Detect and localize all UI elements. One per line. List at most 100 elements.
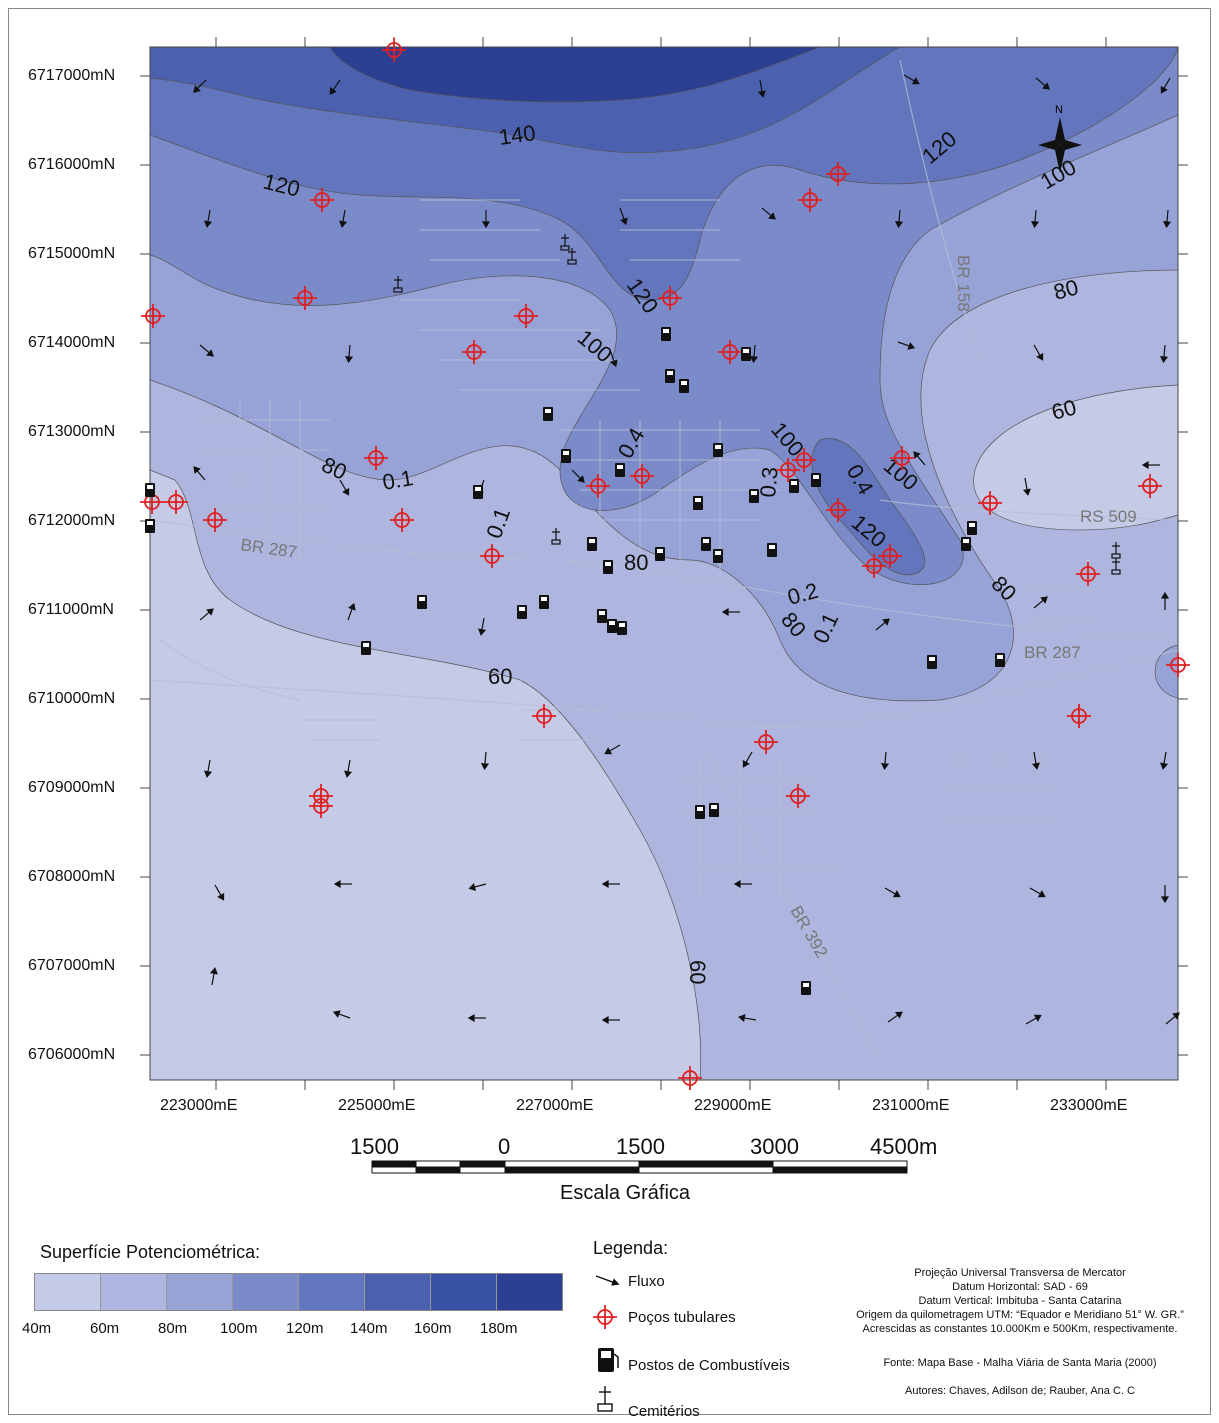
scale-number: 1500: [350, 1134, 399, 1159]
scale-number: 4500m: [870, 1134, 938, 1159]
contour-label: 0.1: [381, 465, 415, 495]
ramp-tick: 100m: [220, 1320, 258, 1337]
flow-arrow-icon: [339, 479, 350, 496]
potentiometric-color-ramp: [34, 1273, 563, 1311]
well-icon: [718, 340, 742, 364]
contour-label: 0.3: [755, 466, 783, 499]
cemetery-icon: [393, 276, 403, 293]
well-icon: [164, 490, 188, 514]
page-frame: [8, 8, 1211, 1415]
legend-title: Legenda:: [593, 1238, 669, 1258]
fuel-station-icon: [741, 347, 751, 361]
well-icon: [792, 448, 816, 472]
scale-number: 1500: [616, 1134, 665, 1159]
flow-arrow-icon: [467, 1013, 486, 1023]
flow-arrow-icon: [1033, 344, 1044, 361]
flow-arrow-icon: [204, 209, 213, 228]
ramp-swatch: [233, 1274, 299, 1310]
well-icon: [890, 446, 914, 470]
fuel-station-icon: [617, 621, 627, 635]
potentiometric-legend-title: Superfície Potenciométrica:: [40, 1242, 261, 1262]
fuel-station-icon: [995, 653, 1005, 667]
flow-arrow-icon: [333, 879, 352, 889]
flow-arrow-icon: [478, 617, 487, 636]
well-icon: [310, 188, 334, 212]
well-icon: [826, 162, 850, 186]
flow-arrow-icon: [344, 344, 354, 364]
flow-arrow-icon: [1159, 344, 1169, 364]
wells: [140, 38, 1190, 1090]
flow-arrow-icon: [481, 210, 491, 229]
y-axis-label: 6714000mN: [28, 334, 116, 351]
flow-arrow-icon: [1025, 1014, 1042, 1025]
flow-arrow-icon: [468, 883, 487, 891]
flow-arrow-icon: [1035, 77, 1050, 90]
ramp-tick: 160m: [414, 1320, 452, 1337]
fuel-station-icon: [811, 473, 821, 487]
well-icon: [532, 704, 556, 728]
info-line: Acrescidas as constantes 10.000Km e 500K…: [862, 1323, 1178, 1335]
fuel-station-icon: [927, 655, 937, 669]
flow-arrow-icon: [193, 466, 206, 481]
well-icon: [862, 554, 886, 578]
flow-arrow-icon: [347, 602, 356, 621]
flow-arrow-icon: [1029, 887, 1046, 898]
fuel-station-icon: [597, 609, 607, 623]
fuel-station-icon: [543, 407, 553, 421]
legend-fuel-icon: [598, 1348, 619, 1372]
flow-arrow-icon: [880, 751, 890, 771]
fuel-station-icon: [603, 560, 613, 574]
x-axis-label: 229000mE: [694, 1097, 772, 1114]
flow-arrow-icon: [903, 74, 920, 85]
well-icon: [586, 474, 610, 498]
x-axis-label: 223000mE: [160, 1097, 238, 1114]
ramp-tick: 80m: [158, 1320, 188, 1337]
scale-number: 3000: [750, 1134, 799, 1159]
y-axis-label: 6715000mN: [28, 245, 116, 262]
info-projection: Projeção Universal Transversa de Mercato…: [830, 1266, 1210, 1336]
cemeteries: [393, 234, 1121, 575]
flow-arrows: [193, 74, 1180, 1025]
well-icon: [658, 286, 682, 310]
fuel-stations: [145, 327, 1005, 995]
well-icon: [480, 544, 504, 568]
contour-surface: [150, 47, 1178, 1080]
flow-arrow-icon: [738, 1014, 757, 1023]
ramp-swatch: [497, 1274, 562, 1310]
fuel-station-icon: [607, 619, 617, 633]
fuel-station-icon: [749, 489, 759, 503]
legend-cemetery-label: Cemitérios: [628, 1403, 700, 1420]
legend-flow-icon: [595, 1275, 620, 1286]
fuel-station-icon: [517, 605, 527, 619]
well-icon: [630, 464, 654, 488]
ramp-swatch: [35, 1274, 101, 1310]
y-axis-label: 6706000mN: [28, 1046, 116, 1063]
fuel-station-icon: [361, 641, 371, 655]
y-axis-label: 6707000mN: [28, 957, 116, 974]
info-line: Datum Horizontal: SAD - 69: [952, 1281, 1088, 1293]
fuel-station-icon: [713, 549, 723, 563]
road-label-br287-east: BR 287: [1024, 643, 1081, 662]
flow-arrow-icon: [894, 209, 904, 229]
well-icon: [462, 340, 486, 364]
flow-arrow-icon: [199, 344, 214, 357]
fuel-station-icon: [789, 479, 799, 493]
info-line: Origem da quilometragem UTM: “Equador e …: [856, 1309, 1184, 1321]
scale-number: 0: [498, 1134, 511, 1159]
fuel-station-icon: [145, 519, 155, 533]
flow-arrow-icon: [571, 469, 585, 483]
info-line: Projeção Universal Transversa de Mercato…: [914, 1267, 1126, 1279]
flow-arrow-icon: [733, 879, 752, 889]
flow-arrow-icon: [1160, 751, 1169, 770]
ramp-tick: 120m: [286, 1320, 324, 1337]
ramp-tick: 40m: [22, 1320, 52, 1337]
y-axis-label: 6717000mN: [28, 67, 116, 84]
flow-arrow-icon: [1030, 209, 1040, 229]
x-axis-label: 225000mE: [338, 1097, 416, 1114]
well-icon: [826, 498, 850, 522]
ramp-swatch: [299, 1274, 365, 1310]
flow-arrow-icon: [1160, 885, 1170, 904]
contour-label: 60: [685, 960, 710, 984]
flow-arrow-icon: [1162, 209, 1172, 229]
